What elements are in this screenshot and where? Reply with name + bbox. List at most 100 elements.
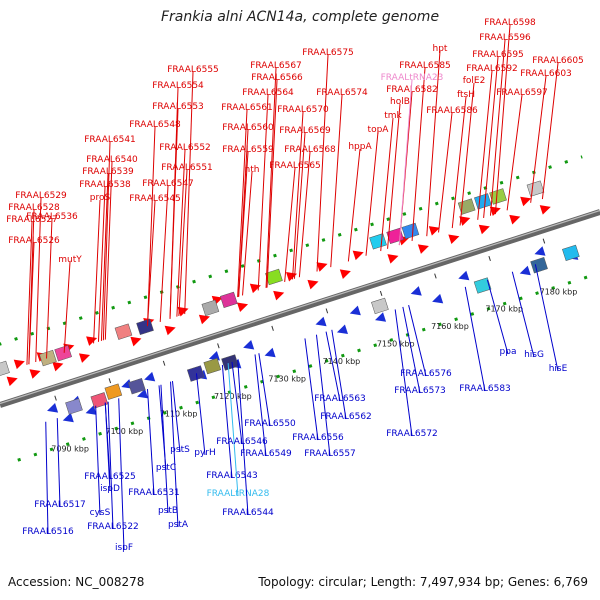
forward-gene-label: FRAAL6553 — [152, 102, 204, 112]
forward-gene-label: mutY — [58, 255, 82, 265]
forward-gene-label-leader — [387, 103, 401, 249]
ruler-label: 7110 kbp — [160, 409, 198, 418]
forward-gene-label: FRAAL6541 — [84, 135, 136, 145]
ruler-tick — [542, 238, 546, 244]
forward-gene-label-leader — [100, 173, 109, 341]
reverse-gene-arrow — [349, 305, 361, 316]
reverse-gene-label: FRAALtRNA28 — [207, 489, 270, 499]
forward-gene-label: FRAAL6567 — [250, 61, 302, 71]
reverse-gene-label: FRAAL6576 — [400, 369, 452, 379]
reverse-gene-label: hisG — [524, 350, 544, 360]
forward-gene-label-leader — [266, 79, 278, 288]
forward-gene-label-leader — [398, 79, 413, 246]
forward-gene-label-leader — [380, 117, 394, 252]
forward-gene-block — [369, 233, 387, 250]
reverse-gene-label: hisE — [549, 364, 568, 374]
ruler-label: 7090 kbp — [51, 444, 89, 453]
forward-gene-label-leader — [316, 54, 329, 272]
reverse-gene-label: pstA — [168, 520, 189, 530]
ruler-label: 7120 kbp — [214, 392, 252, 401]
forward-gene-label: FRAAL6539 — [82, 167, 134, 177]
forward-gene-block — [114, 323, 133, 340]
ruler-label: 7160 kbp — [431, 322, 469, 331]
reverse-gene-label-leader — [104, 402, 111, 492]
forward-gene-label: FRAAL6538 — [79, 180, 131, 190]
forward-gene-label: FRAAL6551 — [161, 163, 213, 173]
reverse-gene-label-leader — [408, 304, 427, 377]
reverse-gene-label-leader — [534, 264, 559, 372]
forward-gene-arrow — [539, 205, 551, 215]
reverse-gene-block — [473, 277, 492, 294]
reverse-gene-arrow — [534, 246, 546, 256]
reverse-gene-label-leader — [195, 373, 206, 456]
reverse-gene-arrow — [336, 324, 348, 335]
reverse-gene-block — [186, 365, 205, 382]
forward-gene-label-leader — [459, 82, 475, 226]
forward-gene-arrow — [52, 361, 64, 372]
ruler-tick — [488, 255, 491, 262]
forward-gene-label-leader — [411, 67, 426, 241]
forward-gene-label: FRAAL6598 — [484, 18, 536, 28]
forward-gene-label-leader — [26, 221, 33, 365]
forward-gene-arrow — [387, 254, 399, 264]
reverse-gene-arrow — [264, 347, 276, 358]
ruler-tick — [162, 360, 166, 366]
forward-gene-label-leader — [242, 171, 253, 296]
forward-gene-label: FRAAL6569 — [279, 126, 331, 136]
reverse-gene-label-leader — [170, 381, 179, 528]
ruler-tick — [54, 395, 57, 401]
forward-gene-label-leader — [298, 151, 311, 278]
ruler-label: 7170 kbp — [485, 305, 523, 314]
reverse-gene-label-leader — [254, 354, 267, 457]
genome-info-text: Topology: circular; Length: 7,497,934 bp… — [258, 575, 588, 589]
forward-gene-arrow — [448, 234, 460, 245]
reverse-gene-label-leader — [147, 389, 155, 496]
forward-gene-label: FRAAL6570 — [277, 105, 329, 115]
forward-gene-label: FRAAL6559 — [222, 145, 274, 155]
reverse-gene-label: FRAAL6531 — [128, 488, 180, 498]
forward-gene-arrow — [520, 196, 532, 207]
forward-gene-block — [54, 344, 72, 362]
reverse-gene-label-leader — [511, 271, 535, 358]
reverse-gene-label-leader — [486, 279, 509, 355]
forward-gene-label-leader — [530, 75, 547, 203]
forward-gene-label: FRAAL6603 — [520, 69, 572, 79]
forward-gene-label: FRAAL6548 — [129, 120, 181, 130]
forward-gene-label: FRAAL6527 — [6, 215, 58, 225]
reverse-gene-block — [90, 392, 109, 409]
forward-gene-arrow — [78, 353, 91, 363]
reverse-gene-label-leader — [402, 306, 421, 394]
reverse-gene-label-leader — [304, 338, 319, 441]
reverse-gene-block — [530, 257, 548, 274]
reverse-gene-label-leader — [56, 418, 61, 508]
forward-gene-label-leader — [178, 169, 188, 316]
reverse-gene-arrow — [315, 316, 327, 327]
forward-gene-label: FRAAL6596 — [479, 33, 531, 43]
reverse-gene-label-leader — [231, 361, 243, 445]
forward-gene-label-leader — [63, 261, 71, 353]
reverse-gene-label-leader — [45, 421, 49, 535]
forward-gene-label: FRAAL6528 — [8, 203, 60, 213]
forward-gene-arrow — [6, 376, 18, 387]
ruler-label: 7180 kbp — [540, 287, 578, 296]
genome-backbone — [0, 209, 600, 408]
forward-gene-label: FRAAL6555 — [167, 65, 219, 75]
reverse-gene-label-leader — [118, 398, 125, 551]
reverse-gene-arrow — [137, 388, 149, 399]
forward-gene-label: FRAAL6545 — [129, 194, 181, 204]
reverse-gene-label-leader — [221, 364, 233, 479]
forward-gene-arrow — [339, 269, 351, 279]
forward-gene-arrow — [236, 302, 249, 313]
reverse-gene-label-leader — [394, 309, 413, 437]
ruler-tick — [434, 273, 437, 279]
forward-gene-label: folE2 — [463, 76, 486, 86]
reverse-gene-label: FRAAL6543 — [206, 471, 258, 481]
forward-gene-label-leader — [238, 129, 249, 297]
forward-gene-label: FRAAL6595 — [472, 50, 524, 60]
forward-gene-arrow — [13, 359, 25, 370]
forward-gene-label: tmk — [384, 111, 402, 121]
reverse-gene-block — [203, 357, 222, 375]
forward-gene-label-leader — [494, 24, 511, 215]
reverse-gene-label: FRAAL6562 — [320, 412, 372, 422]
forward-gene-label-leader — [506, 94, 523, 211]
